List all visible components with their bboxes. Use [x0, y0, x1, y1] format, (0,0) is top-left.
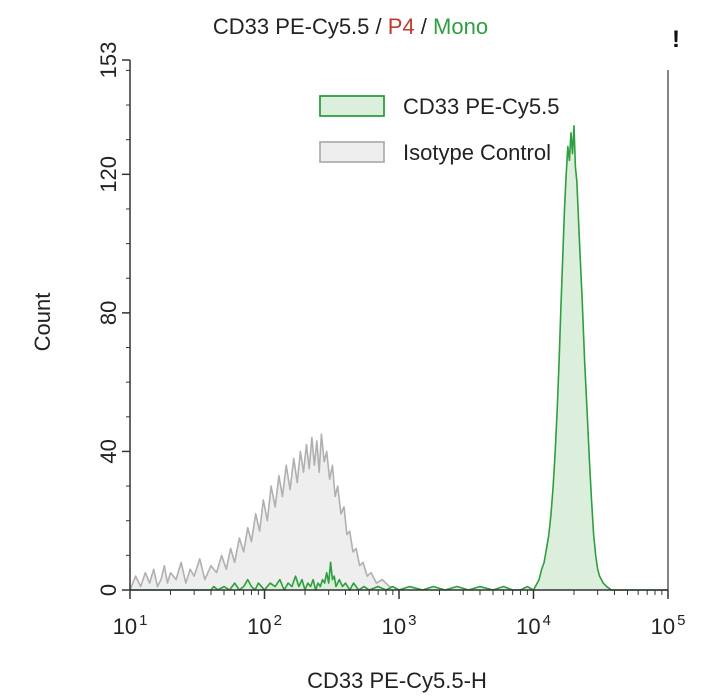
- legend: CD33 PE-Cy5.5 Isotype Control: [319, 94, 560, 165]
- title-part-4: Mono: [433, 14, 489, 39]
- alert-marker: !: [672, 26, 680, 53]
- y-tick-label-0: 0: [96, 584, 121, 596]
- plot-area: [129, 125, 668, 591]
- y-tick-label-153: 153: [96, 42, 121, 79]
- x-tick-label-100: 10 2: [247, 612, 282, 639]
- title-part-2: P4: [387, 14, 415, 39]
- series-fill-isotype-control: [130, 434, 399, 590]
- x-tick-label-100000: 10 5: [651, 612, 686, 639]
- y-tick-label-40: 40: [96, 439, 121, 463]
- legend-swatch-isotype-control: [319, 141, 385, 163]
- y-tick-label-80: 80: [96, 301, 121, 325]
- series-line-cd33-pe-cy5-5: [130, 125, 668, 591]
- legend-label-cd33-pe-cy5-5: CD33 PE-Cy5.5: [403, 94, 560, 119]
- title-part-0: CD33 PE-Cy5.5: [212, 14, 370, 39]
- title-part-1: /: [369, 14, 388, 39]
- chart-title: CD33 PE-Cy5.5 / P4 / Mono: [0, 14, 701, 40]
- title-part-3: /: [414, 14, 434, 39]
- axes: 0 40 80 120 153 10 1 10 2 10 3 10 4 10 5: [96, 42, 685, 639]
- x-tick-label-1000: 10 3: [382, 612, 417, 639]
- y-axis-label: Count: [30, 293, 55, 352]
- legend-swatch-cd33-pe-cy5-5: [319, 95, 385, 117]
- x-tick-label-10000: 10 4: [516, 612, 551, 639]
- y-tick-label-120: 120: [96, 156, 121, 193]
- series-line-isotype-control: [129, 433, 400, 591]
- series-fill-cd33-pe-cy5-5: [130, 125, 668, 590]
- legend-label-isotype-control: Isotype Control: [403, 140, 551, 165]
- x-tick-label-10: 10 1: [113, 612, 148, 639]
- x-axis-label: CD33 PE-Cy5.5-H: [307, 668, 487, 693]
